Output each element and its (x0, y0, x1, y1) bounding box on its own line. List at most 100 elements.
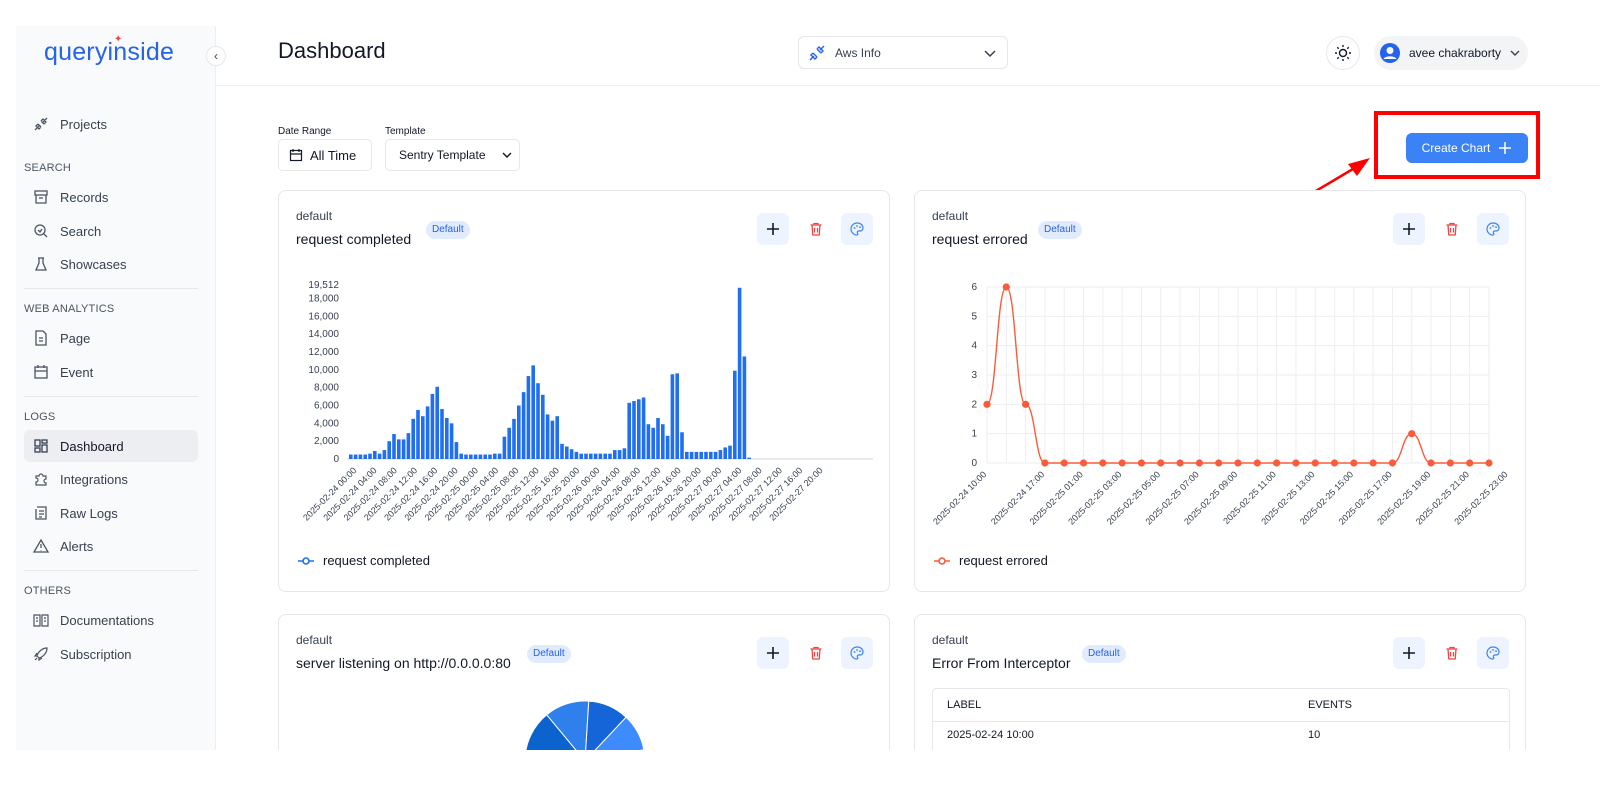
card-title: request errored (932, 231, 1028, 247)
bar (421, 416, 425, 459)
palette-icon (1486, 222, 1500, 236)
palette-icon (1486, 646, 1500, 660)
project-select[interactable]: Aws Info (798, 36, 1008, 69)
plus-icon (767, 647, 779, 659)
y-tick-label: 8,000 (314, 383, 339, 394)
data-point (1292, 459, 1300, 467)
y-tick-label: 1 (971, 429, 977, 440)
sidebar-item-search[interactable]: Search (24, 215, 198, 247)
y-tick-label: 10,000 (308, 365, 339, 376)
chart-legend[interactable]: request completed (297, 553, 430, 568)
bar (377, 453, 382, 459)
calendar-icon (34, 365, 48, 379)
sidebar-item-subscription[interactable]: Subscription (24, 638, 198, 670)
sidebar-item-showcases[interactable]: Showcases (24, 248, 198, 280)
bar (555, 416, 559, 459)
bar (358, 454, 363, 459)
default-badge: Default (527, 645, 571, 663)
data-point (1137, 459, 1146, 467)
bar (512, 418, 516, 459)
data-point (1079, 459, 1088, 467)
bar (723, 447, 727, 459)
bar (392, 434, 396, 459)
sidebar-item-event[interactable]: Event (24, 356, 198, 388)
card-category: default (932, 633, 969, 647)
trash-icon (1446, 646, 1458, 660)
sidebar-item-alerts[interactable]: Alerts (24, 530, 198, 562)
bar (363, 454, 367, 459)
data-point (1041, 459, 1049, 467)
sidebar-item-records[interactable]: Records (24, 181, 198, 213)
collapse-sidebar-button[interactable]: ‹ (206, 46, 226, 66)
data-point (1060, 459, 1068, 467)
create-chart-button[interactable]: Create Chart (1406, 133, 1528, 163)
palette-button[interactable] (1477, 213, 1509, 245)
palette-button[interactable] (841, 213, 873, 245)
logo-spark-icon: ✦ (114, 34, 123, 45)
date-range-picker[interactable]: All Time (278, 139, 372, 171)
template-select[interactable]: Sentry Template (385, 139, 520, 171)
chevron-down-icon (1510, 50, 1520, 56)
palette-icon (850, 222, 864, 236)
sidebar-item-page[interactable]: Page (24, 322, 198, 354)
sidebar-item-documentations[interactable]: Documentations (24, 604, 198, 636)
chart-legend[interactable]: request errored (933, 553, 1048, 568)
theme-toggle-button[interactable] (1326, 36, 1360, 70)
book-icon (33, 614, 49, 627)
bar (454, 442, 459, 459)
bar (368, 453, 372, 459)
sidebar-item-integrations[interactable]: Integrations (24, 463, 198, 495)
annotation-highlight-box (1374, 111, 1540, 179)
bar (565, 446, 569, 459)
sidebar-item-dashboard[interactable]: Dashboard (24, 430, 198, 462)
palette-button[interactable] (841, 637, 873, 669)
chart-card-request-completed: default request completed Default 0 2,000… (278, 190, 890, 592)
app-logo[interactable]: queryinside ✦ (44, 34, 175, 66)
data-point (1157, 459, 1165, 467)
plug-icon (809, 45, 825, 60)
section-search: SEARCH (24, 162, 72, 174)
data-point (1466, 459, 1474, 467)
dashboard-icon (34, 439, 48, 453)
delete-button[interactable] (800, 637, 832, 669)
section-logs: LOGS (24, 411, 56, 423)
delete-button[interactable] (1436, 637, 1468, 669)
card-category: default (296, 633, 333, 647)
default-badge: Default (1082, 645, 1126, 663)
bar (733, 370, 737, 459)
bar (478, 454, 483, 459)
bar (531, 365, 535, 459)
bar (459, 453, 463, 459)
sidebar-item-raw-logs[interactable]: Raw Logs (24, 497, 198, 529)
palette-button[interactable] (1477, 637, 1509, 669)
y-tick-label: 2 (971, 399, 977, 410)
data-point (1118, 459, 1126, 467)
bar (526, 376, 531, 459)
series-line (986, 286, 1489, 464)
bar (545, 414, 550, 459)
bar (425, 406, 430, 459)
bar (401, 439, 406, 459)
add-button[interactable] (757, 637, 789, 669)
bar (704, 451, 708, 459)
bar (613, 450, 617, 459)
y-tick-label: 0 (333, 454, 339, 465)
bar (651, 427, 655, 459)
add-button[interactable] (1393, 637, 1425, 669)
x-tick-label: 2025-02-24 10:00 (931, 469, 988, 526)
bar (493, 453, 497, 459)
add-button[interactable] (1393, 213, 1425, 245)
bar (435, 386, 439, 459)
bar (464, 454, 468, 459)
palette-icon (850, 646, 864, 660)
add-button[interactable] (757, 213, 789, 245)
sidebar-item-projects[interactable]: Projects (24, 108, 198, 140)
user-menu[interactable]: avee chakraborty (1374, 36, 1528, 70)
bar (382, 450, 387, 459)
delete-button[interactable] (800, 213, 832, 245)
bar (641, 397, 646, 459)
delete-button[interactable] (1436, 213, 1468, 245)
avatar (1380, 43, 1400, 63)
bar (353, 454, 358, 459)
card-title: server listening on http://0.0.0.0:80 (296, 655, 511, 671)
